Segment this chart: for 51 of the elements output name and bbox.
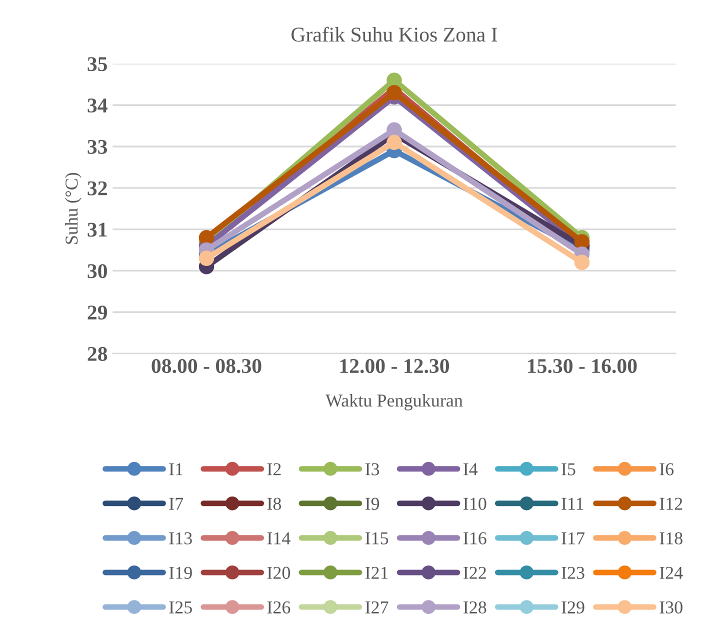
legend-label: I15 [365,532,388,544]
legend-label: I9 [365,498,380,510]
chart-title: Grafik Suhu Kios Zona I [292,26,498,42]
x-axis-title: Waktu Pengukuran [326,394,463,410]
y-tick-label: 31 [88,222,107,237]
legend-label: I28 [464,601,486,614]
legend-label: I12 [660,498,682,510]
x-tick-label: 15.30 - 16.00 [528,359,637,374]
y-tick-label: 32 [88,181,107,196]
point [574,234,590,250]
legend-label: I22 [464,566,486,579]
point [198,230,214,246]
x-tick-label: 08.00 - 08.30 [152,359,262,374]
legend-label: I11 [562,498,584,510]
y-tick-label: 34 [88,98,108,113]
legend-label: I7 [169,498,184,510]
legend-label: I13 [169,532,192,544]
y-tick-label: 30 [88,264,107,278]
legend-label: I14 [267,532,290,544]
legend-label: I5 [562,463,576,476]
legend-label: I10 [464,498,486,510]
legend-label: I21 [365,566,388,579]
legend-label: I27 [365,601,388,614]
legend-label: I25 [169,601,192,614]
legend-label: I4 [464,463,478,476]
y-axis-title: Suhu (°C) [65,172,82,244]
legend-label: I23 [562,566,584,579]
y-tick-label: 35 [88,57,108,72]
legend-label: I30 [660,601,682,614]
legend-label: I1 [169,463,183,476]
y-tick-label: 28 [88,346,108,361]
legend-label: I20 [267,566,290,579]
legend-label: I29 [562,601,584,614]
legend-label: I24 [660,566,683,579]
legend-label: I18 [660,532,682,544]
legend-label: I6 [660,463,674,476]
legend-label: I26 [267,601,290,614]
x-tick-label: 12.00 - 12.30 [340,359,449,374]
y-tick-label: 33 [88,140,108,154]
point [574,254,590,270]
point [386,85,402,100]
legend-label: I19 [169,566,192,579]
y-tick-label: 29 [88,306,108,320]
legend-label: I16 [464,532,486,544]
point [198,250,214,266]
point [386,134,402,150]
legend-label: I2 [267,463,281,476]
legend-label: I17 [562,532,584,544]
legend-label: I8 [267,498,282,510]
legend-label: I3 [365,463,380,476]
point [386,122,402,138]
